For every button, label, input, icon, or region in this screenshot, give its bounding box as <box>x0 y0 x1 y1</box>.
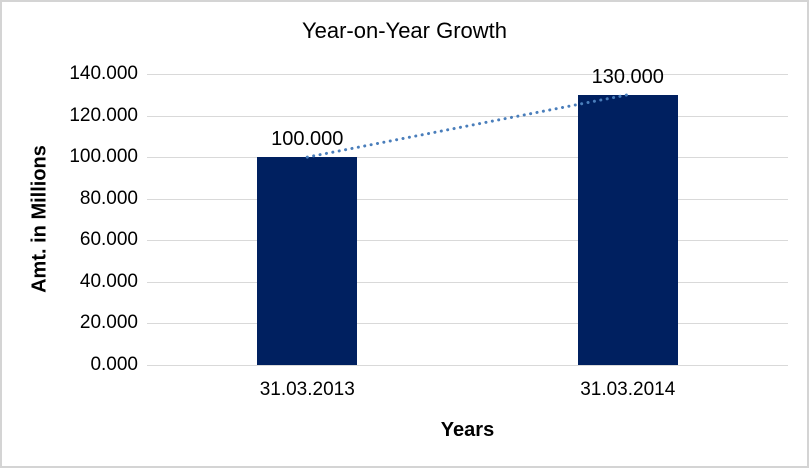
trendline <box>305 93 630 159</box>
y-tick-label: 60.000 <box>79 229 138 251</box>
bar[interactable] <box>257 157 358 365</box>
y-tick-label: 100.000 <box>69 146 138 168</box>
gridline <box>147 281 788 283</box>
x-tick-label: 31.03.2014 <box>580 379 676 400</box>
bar-data-label: 100.000 <box>271 128 344 151</box>
x-axis-title: Years <box>440 419 495 441</box>
y-tick-label: 80.000 <box>79 187 138 209</box>
chart-title: Year-on-Year Growth <box>301 18 508 43</box>
y-tick-label: 120.000 <box>69 104 138 126</box>
gridline <box>147 157 788 159</box>
y-tick-label: 140.000 <box>69 63 138 84</box>
gridline <box>147 198 788 200</box>
gridline <box>147 365 788 366</box>
bar[interactable] <box>577 94 678 365</box>
gridline <box>147 240 788 242</box>
y-tick-label: 40.000 <box>79 270 138 292</box>
bar-data-label: 130.000 <box>591 65 664 88</box>
gridline <box>147 323 788 325</box>
plot-area: 100.000 130.000 <box>147 66 788 366</box>
x-tick-label: 31.03.2013 <box>259 379 355 400</box>
y-tick-label: 0.000 <box>90 354 138 375</box>
gridline <box>147 74 788 75</box>
y-tick-label: 20.000 <box>79 312 138 334</box>
gridline <box>147 115 788 117</box>
